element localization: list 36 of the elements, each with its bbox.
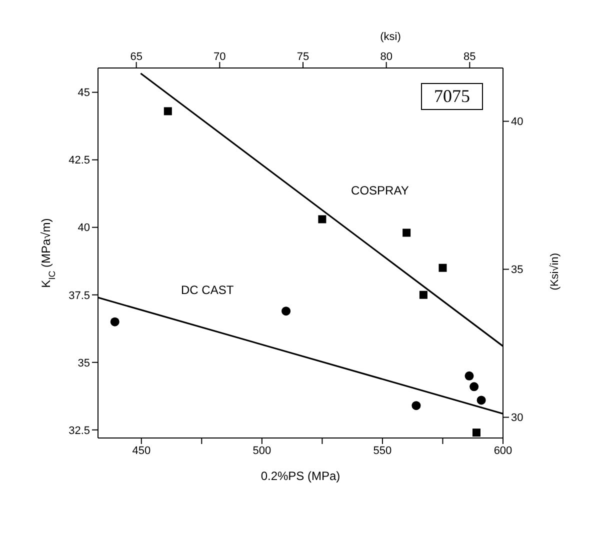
x-tick-label: 550 <box>373 444 392 457</box>
x2-tick-label: 70 <box>214 51 226 63</box>
point <box>110 317 120 326</box>
y2-axis-title: (Ksi√in) <box>548 253 561 290</box>
point <box>476 396 486 405</box>
text: COSPRAY <box>351 184 409 198</box>
point <box>412 401 421 410</box>
x2-axis-title: (ksi) <box>380 30 401 43</box>
point <box>402 228 411 237</box>
point <box>470 382 479 392</box>
x2-tick-label: 85 <box>464 51 476 63</box>
point <box>419 290 428 299</box>
y-tick-label: 40 <box>78 222 90 234</box>
y2-tick-label: 35 <box>511 264 524 276</box>
y-tick-label: 37.5 <box>68 290 90 302</box>
y-tick-label: 42.5 <box>68 154 90 167</box>
x-tick-label: 500 <box>252 444 272 457</box>
y2-tick-label: 40 <box>511 116 524 128</box>
series-label: DC CAST <box>181 283 234 298</box>
x2-tick-label: 75 <box>296 51 310 63</box>
y-tick-label: 35 <box>78 357 90 370</box>
x2-tick-label: 65 <box>130 51 142 63</box>
point <box>472 428 480 437</box>
y-tick-label: 45 <box>78 87 90 100</box>
x-tick-label: 600 <box>494 444 512 457</box>
point <box>318 215 326 224</box>
x2-tick-label: 80 <box>380 51 392 63</box>
annotation: 7075 <box>421 83 483 110</box>
point <box>464 371 474 380</box>
point <box>438 264 447 272</box>
y2-tick-label: 30 <box>511 412 524 424</box>
y-tick-label: 32.5 <box>68 424 90 437</box>
point <box>164 107 172 116</box>
x-tick-label: 450 <box>132 444 151 457</box>
point <box>282 306 291 316</box>
x-axis-title: 0.2%PS (MPa) <box>260 469 340 483</box>
